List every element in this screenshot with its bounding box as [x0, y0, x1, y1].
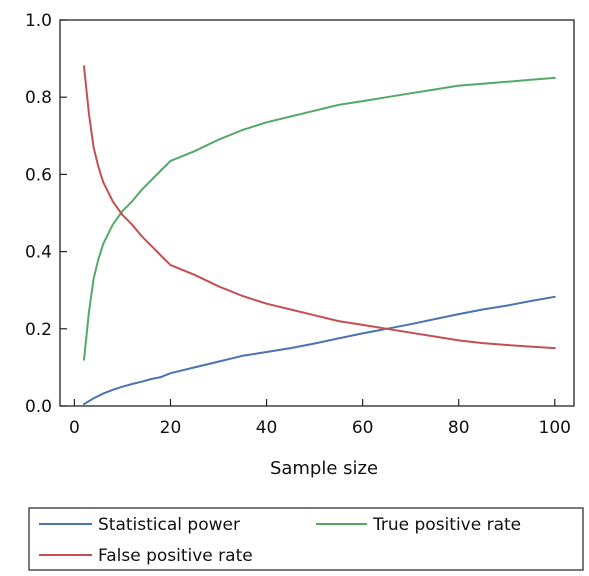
series-line-false-positive-rate [83, 65, 556, 350]
legend: Statistical power True positive rate Fal… [28, 507, 584, 571]
series-line-true-positive-rate [83, 76, 556, 361]
y-tick-label: 0.6 [25, 165, 52, 185]
x-tick-label: 100 [539, 418, 571, 438]
y-tick-label: 0.4 [25, 243, 52, 263]
plot-area-frame [59, 19, 575, 407]
x-tick-label: 40 [256, 418, 278, 438]
y-tick-label: 0.0 [25, 397, 52, 417]
y-tick-label: 0.8 [25, 88, 52, 108]
axis-ticks: 0 20 40 60 80 100 0.0 0.2 0.4 0.6 0.8 1.0 [25, 11, 571, 438]
x-tick-label: 80 [448, 418, 470, 438]
series-lines [83, 65, 556, 406]
x-tick-label: 20 [160, 418, 182, 438]
x-tick-label: 60 [352, 418, 374, 438]
y-tick-label: 1.0 [25, 11, 52, 31]
legend-box [28, 507, 584, 571]
y-tick-label: 0.2 [25, 320, 52, 340]
x-tick-label: 0 [69, 418, 80, 438]
legend-label-true-positive-rate: True positive rate [372, 515, 521, 535]
x-axis-title: Sample size [270, 458, 378, 479]
legend-label-statistical-power: Statistical power [98, 515, 240, 535]
legend-label-false-positive-rate: False positive rate [98, 546, 253, 566]
series-line-statistical-power [83, 295, 556, 406]
